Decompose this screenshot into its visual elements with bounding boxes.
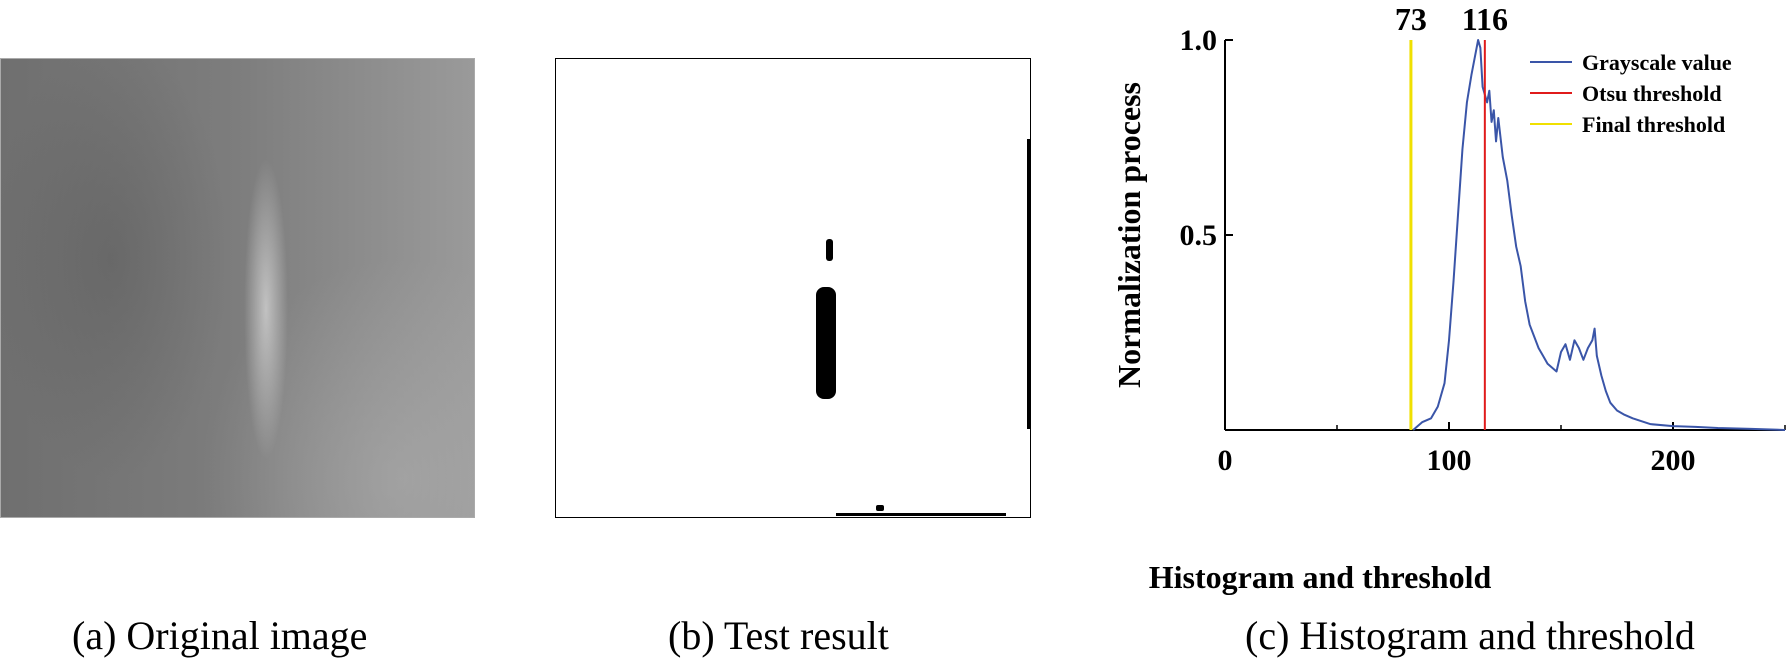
annotation-116: 116: [1462, 1, 1508, 37]
caption-a: (a) Original image: [72, 613, 368, 658]
legend-label-2: Final threshold: [1582, 112, 1725, 137]
caption-c: (c) Histogram and threshold: [1245, 613, 1695, 658]
y-tick-label-1: 1.0: [1180, 24, 1218, 57]
series-grayscale-value: [1412, 39, 1786, 431]
original-image: [0, 58, 475, 518]
test-result-image: [555, 58, 1031, 518]
defect-blob-main: [816, 287, 836, 399]
x-tick-label-0: 0: [1218, 444, 1233, 477]
y-axis-label: Normalization process: [1111, 82, 1147, 388]
x-tick-label-100: 100: [1427, 444, 1472, 477]
legend-label-0: Grayscale value: [1582, 50, 1732, 75]
histogram-chart: 0 100 200 0.5 1.0 73 116 Grayscale value Otsu …: [1111, 1, 1786, 595]
x-tick-label-200: 200: [1651, 444, 1696, 477]
edge-mark-right: [1027, 139, 1030, 429]
y-tick-label-0.5: 0.5: [1180, 219, 1218, 252]
edge-mark-bottom: [836, 513, 1006, 516]
chart-marks: 73 116: [1395, 1, 1786, 431]
chart-legend: Grayscale value Otsu threshold Final thres…: [1530, 50, 1732, 137]
chart-axes: 0 100 200 0.5 1.0: [1180, 24, 1786, 477]
caption-b: (b) Test result: [668, 613, 889, 658]
edge-mark-bottom-spot: [876, 505, 884, 511]
defect-blob-top: [826, 239, 833, 261]
x-axis-label: Histogram and threshold: [1149, 559, 1492, 595]
legend-label-1: Otsu threshold: [1582, 81, 1722, 106]
annotation-73: 73: [1395, 1, 1427, 37]
